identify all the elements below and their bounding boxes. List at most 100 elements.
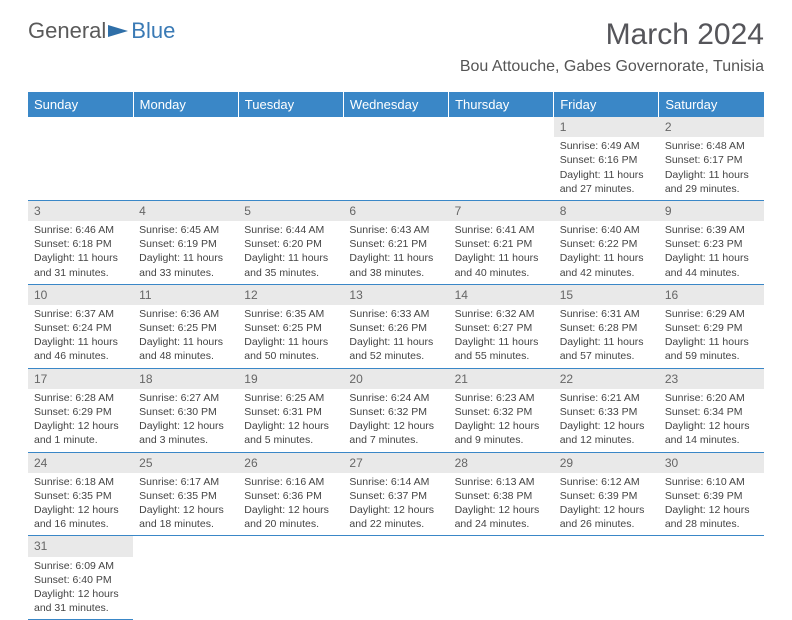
daylight-line: Daylight: 12 hours and 14 minutes. [665,419,758,447]
sunrise-line: Sunrise: 6:48 AM [665,139,758,153]
sunset-line: Sunset: 6:30 PM [139,405,232,419]
calendar-cell [343,117,448,200]
calendar-cell: 27Sunrise: 6:14 AMSunset: 6:37 PMDayligh… [343,452,448,536]
day-number: 29 [554,453,659,473]
day-number: 24 [28,453,133,473]
daylight-line: Daylight: 11 hours and 48 minutes. [139,335,232,363]
sunset-line: Sunset: 6:32 PM [455,405,548,419]
daylight-line: Daylight: 12 hours and 28 minutes. [665,503,758,531]
cell-body: Sunrise: 6:14 AMSunset: 6:37 PMDaylight:… [343,473,448,536]
calendar-cell: 25Sunrise: 6:17 AMSunset: 6:35 PMDayligh… [133,452,238,536]
sunrise-line: Sunrise: 6:24 AM [349,391,442,405]
calendar-cell: 11Sunrise: 6:36 AMSunset: 6:25 PMDayligh… [133,284,238,368]
sunrise-line: Sunrise: 6:23 AM [455,391,548,405]
day-number: 9 [659,201,764,221]
day-number: 15 [554,285,659,305]
daylight-line: Daylight: 11 hours and 33 minutes. [139,251,232,279]
sunset-line: Sunset: 6:25 PM [244,321,337,335]
cell-body: Sunrise: 6:36 AMSunset: 6:25 PMDaylight:… [133,305,238,368]
calendar-cell: 28Sunrise: 6:13 AMSunset: 6:38 PMDayligh… [449,452,554,536]
daylight-line: Daylight: 12 hours and 22 minutes. [349,503,442,531]
calendar-cell: 21Sunrise: 6:23 AMSunset: 6:32 PMDayligh… [449,368,554,452]
sunrise-line: Sunrise: 6:09 AM [34,559,127,573]
sunset-line: Sunset: 6:19 PM [139,237,232,251]
daylight-line: Daylight: 11 hours and 46 minutes. [34,335,127,363]
sunset-line: Sunset: 6:21 PM [349,237,442,251]
calendar-cell [343,536,448,620]
sunrise-line: Sunrise: 6:33 AM [349,307,442,321]
calendar-cell: 17 Sunrise: 6:28 AMSunset: 6:29 PMDayligh… [28,368,133,452]
sunset-line: Sunset: 6:35 PM [139,489,232,503]
sunrise-line: Sunrise: 6:28 AM [34,391,127,405]
daylight-line: Daylight: 12 hours and 26 minutes. [560,503,653,531]
cell-body: Sunrise: 6:20 AMSunset: 6:34 PMDaylight:… [659,389,764,452]
cell-body: Sunrise: 6:17 AMSunset: 6:35 PMDaylight:… [133,473,238,536]
daylight-line: Daylight: 12 hours and 31 minutes. [34,587,127,615]
daylight-line: Daylight: 11 hours and 31 minutes. [34,251,127,279]
sunset-line: Sunset: 6:21 PM [455,237,548,251]
daylight-line: Daylight: 12 hours and 5 minutes. [244,419,337,447]
sunrise-line: Sunrise: 6:14 AM [349,475,442,489]
cell-body: Sunrise: 6:49 AMSunset: 6:16 PMDaylight:… [554,137,659,200]
sunset-line: Sunset: 6:17 PM [665,153,758,167]
calendar-cell: 22Sunrise: 6:21 AMSunset: 6:33 PMDayligh… [554,368,659,452]
calendar-cell [238,117,343,200]
sunset-line: Sunset: 6:25 PM [139,321,232,335]
day-header: Wednesday [343,92,448,117]
sunrise-line: Sunrise: 6:27 AM [139,391,232,405]
sunrise-line: Sunrise: 6:29 AM [665,307,758,321]
daylight-line: Daylight: 11 hours and 38 minutes. [349,251,442,279]
calendar-cell: 30Sunrise: 6:10 AMSunset: 6:39 PMDayligh… [659,452,764,536]
day-number: 10 [28,285,133,305]
calendar-cell: 7Sunrise: 6:41 AMSunset: 6:21 PMDaylight… [449,200,554,284]
daylight-line: Daylight: 12 hours and 9 minutes. [455,419,548,447]
calendar-cell: 14Sunrise: 6:32 AMSunset: 6:27 PMDayligh… [449,284,554,368]
daylight-line: Daylight: 12 hours and 7 minutes. [349,419,442,447]
daylight-line: Daylight: 12 hours and 3 minutes. [139,419,232,447]
sunrise-line: Sunrise: 6:21 AM [560,391,653,405]
daylight-line: Daylight: 11 hours and 55 minutes. [455,335,548,363]
sunrise-line: Sunrise: 6:49 AM [560,139,653,153]
sunset-line: Sunset: 6:29 PM [34,405,127,419]
sunset-line: Sunset: 6:39 PM [560,489,653,503]
calendar-cell: 23Sunrise: 6:20 AMSunset: 6:34 PMDayligh… [659,368,764,452]
daylight-line: Daylight: 12 hours and 16 minutes. [34,503,127,531]
cell-body: Sunrise: 6:44 AMSunset: 6:20 PMDaylight:… [238,221,343,284]
calendar-cell: 10Sunrise: 6:37 AMSunset: 6:24 PMDayligh… [28,284,133,368]
cell-body: Sunrise: 6:27 AMSunset: 6:30 PMDaylight:… [133,389,238,452]
day-header: Monday [133,92,238,117]
day-number: 8 [554,201,659,221]
calendar-cell: 16Sunrise: 6:29 AMSunset: 6:29 PMDayligh… [659,284,764,368]
calendar-cell: 4Sunrise: 6:45 AMSunset: 6:19 PMDaylight… [133,200,238,284]
calendar-cell: 3Sunrise: 6:46 AMSunset: 6:18 PMDaylight… [28,200,133,284]
calendar-cell [554,536,659,620]
sunrise-line: Sunrise: 6:12 AM [560,475,653,489]
cell-body: Sunrise: 6:09 AMSunset: 6:40 PMDaylight:… [28,557,133,620]
day-number: 23 [659,369,764,389]
cell-body: Sunrise: 6:48 AMSunset: 6:17 PMDaylight:… [659,137,764,200]
sunset-line: Sunset: 6:24 PM [34,321,127,335]
daylight-line: Daylight: 12 hours and 1 minute. [34,419,127,447]
sunset-line: Sunset: 6:22 PM [560,237,653,251]
sunrise-line: Sunrise: 6:46 AM [34,223,127,237]
cell-body: Sunrise: 6:29 AMSunset: 6:29 PMDaylight:… [659,305,764,368]
sunrise-line: Sunrise: 6:44 AM [244,223,337,237]
day-number: 17 [28,369,133,389]
cell-body: Sunrise: 6:24 AMSunset: 6:32 PMDaylight:… [343,389,448,452]
sunset-line: Sunset: 6:35 PM [34,489,127,503]
calendar-cell [133,117,238,200]
sunset-line: Sunset: 6:18 PM [34,237,127,251]
sunset-line: Sunset: 6:31 PM [244,405,337,419]
daylight-line: Daylight: 12 hours and 20 minutes. [244,503,337,531]
sunset-line: Sunset: 6:37 PM [349,489,442,503]
day-number: 2 [659,117,764,137]
calendar-cell [449,536,554,620]
day-number: 16 [659,285,764,305]
day-number: 22 [554,369,659,389]
cell-body: Sunrise: 6:45 AMSunset: 6:19 PMDaylight:… [133,221,238,284]
day-number: 21 [449,369,554,389]
cell-body: Sunrise: 6:23 AMSunset: 6:32 PMDaylight:… [449,389,554,452]
sunrise-line: Sunrise: 6:10 AM [665,475,758,489]
daylight-line: Daylight: 11 hours and 29 minutes. [665,168,758,196]
calendar-cell: 24Sunrise: 6:18 AMSunset: 6:35 PMDayligh… [28,452,133,536]
